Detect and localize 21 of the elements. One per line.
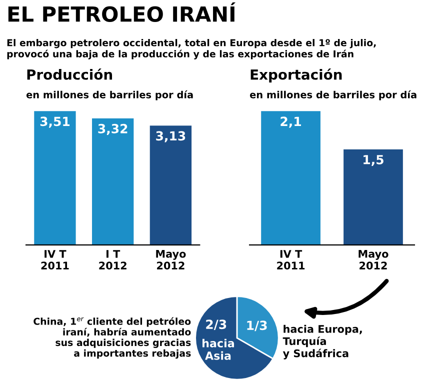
x-tick-label: IV T 2011 <box>277 250 305 270</box>
slice-label: hacia Asia <box>202 338 234 360</box>
x-tick-label: IV T 2011 <box>41 250 69 270</box>
x-tick-label: Mayo 2012 <box>358 250 388 270</box>
x-tick-label: I T 2012 <box>99 250 126 270</box>
chart-subtitle: en millones de barriles por día <box>250 90 416 100</box>
data-label: 3,51 <box>40 116 70 128</box>
text: China, 1$^{er}$ cliente del petróleo iraní, habría aumentado sus adquisiciones gracias a importantes rebajas <box>34 317 191 359</box>
text: El embargo petrolero occidental, total en Europa desde el 1º de julio, provocó una baja de la producción y de las exportaciones de Irán <box>7 39 376 60</box>
slice-label: hacia Europa, Turquía y Sudáfrica <box>282 324 362 360</box>
x-tick-label: Mayo 2012 <box>156 250 186 270</box>
data-label: 1,5 <box>364 155 384 166</box>
data-label: 2/3 <box>206 320 226 330</box>
data-label: 2,1 <box>280 116 301 128</box>
chart-title: Exportación <box>250 68 342 82</box>
text: EL PETROLEO IRANÍ <box>8 2 236 22</box>
chart-subtitle: en millones de barriles por día <box>26 90 193 100</box>
data-label: 3,13 <box>156 131 186 142</box>
data-label: 3,32 <box>98 124 128 135</box>
chart-title: Producción <box>27 68 112 80</box>
data-label: 1/3 <box>247 320 267 332</box>
